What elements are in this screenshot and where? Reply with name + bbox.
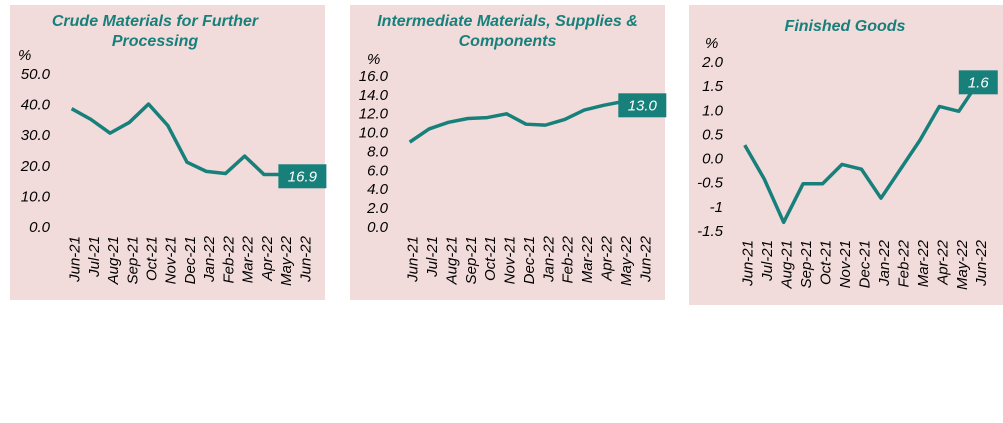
chart-title: Finished Goods <box>784 18 906 35</box>
x-tick-label: Apr-22 <box>599 235 616 281</box>
x-tick-label: Aug-21 <box>105 236 122 285</box>
x-tick-label: Jun-22 <box>973 239 990 287</box>
data-label: 16.9 <box>288 168 318 185</box>
x-tick-label: Mar-22 <box>915 239 932 287</box>
y-tick-label: 10.0 <box>359 125 389 142</box>
x-tick-label: Jun-21 <box>740 240 757 287</box>
x-tick-label: Nov-21 <box>163 236 180 284</box>
y-tick-label: 0.5 <box>702 126 724 143</box>
line <box>70 102 303 179</box>
y-tick-label: 12.0 <box>359 106 389 123</box>
y-tick-label: 2.0 <box>366 200 389 217</box>
y-tick-label: 1.0 <box>702 102 724 119</box>
x-tick-label: Jan-22 <box>540 235 557 283</box>
panel <box>350 5 665 300</box>
line <box>408 99 643 144</box>
y-axis-label: % <box>367 51 380 68</box>
x-tick-label: Feb-22 <box>220 235 237 283</box>
y-tick-label: 50.0 <box>21 66 51 83</box>
x-tick-label: Aug-21 <box>443 236 460 285</box>
y-tick-label: 16.0 <box>359 68 389 85</box>
x-tick-label: Jun-21 <box>405 236 422 283</box>
x-tick-label: Jun-22 <box>297 235 314 283</box>
x-tick-label: Jul-21 <box>86 236 103 278</box>
y-tick-label: 1.5 <box>702 78 724 95</box>
data-label-box <box>278 164 327 189</box>
x-tick-label: Nov-21 <box>502 236 519 284</box>
x-tick-label: Jun-22 <box>637 235 654 283</box>
x-tick-label: Mar-22 <box>579 235 596 283</box>
x-tick-label: Jan-22 <box>876 239 893 287</box>
x-tick-label: Sep-21 <box>798 240 815 288</box>
y-tick-label: 8.0 <box>367 143 389 160</box>
data-label: 13.0 <box>628 97 658 114</box>
x-tick-label: Aug-21 <box>779 240 796 289</box>
y-tick-label: 40.0 <box>21 97 51 114</box>
panel <box>10 5 325 300</box>
x-tick-label: Apr-22 <box>934 239 951 285</box>
data-label-box <box>958 70 998 95</box>
y-tick-label: 4.0 <box>367 181 389 198</box>
y-tick-label: 10.0 <box>21 188 51 205</box>
x-tick-label: Sep-21 <box>124 236 141 284</box>
x-tick-label: Oct-21 <box>482 236 499 281</box>
x-tick-label: Dec-21 <box>182 236 199 284</box>
x-tick-label: May-22 <box>954 239 971 290</box>
line <box>743 81 980 225</box>
y-tick-label: -0.5 <box>697 175 724 192</box>
x-tick-label: Apr-22 <box>259 235 276 281</box>
x-tick-label: Jul-21 <box>424 236 441 278</box>
y-tick-label: 6.0 <box>367 162 389 179</box>
x-tick-label: Oct-21 <box>818 240 835 285</box>
y-axis-label: % <box>18 47 31 64</box>
y-axis-label: % <box>705 35 718 52</box>
y-tick-label: 0.0 <box>367 219 389 236</box>
y-tick-label: 20.0 <box>20 158 51 175</box>
x-tick-label: Nov-21 <box>837 240 854 288</box>
chart-title: Crude Materials for Further Processing <box>51 13 259 50</box>
chart-title: Intermediate Materials, Supplies & Compo… <box>377 13 638 50</box>
y-tick-label: 0.0 <box>702 151 724 168</box>
x-tick-label: May-22 <box>278 235 295 286</box>
y-tick-label: 14.0 <box>359 87 389 104</box>
x-tick-label: Jan-22 <box>201 235 218 283</box>
y-tick-label: 0.0 <box>29 219 51 236</box>
x-tick-label: Feb-22 <box>560 235 577 283</box>
y-tick-label: -1.5 <box>697 223 724 240</box>
y-tick-label: -1 <box>710 199 723 216</box>
data-label: 1.6 <box>968 74 990 91</box>
y-tick-label: 2.0 <box>701 54 724 71</box>
x-tick-label: Dec-21 <box>521 236 538 284</box>
x-tick-label: Oct-21 <box>144 236 161 281</box>
x-tick-label: Jun-21 <box>67 236 84 283</box>
x-tick-label: Mar-22 <box>240 235 257 283</box>
data-label-box <box>618 93 667 118</box>
x-tick-label: Feb-22 <box>895 239 912 287</box>
panel <box>689 5 1003 305</box>
x-tick-label: Sep-21 <box>463 236 480 284</box>
x-tick-label: Dec-21 <box>856 240 873 288</box>
x-tick-label: May-22 <box>618 235 635 286</box>
y-tick-label: 30.0 <box>21 127 51 144</box>
x-tick-label: Jul-21 <box>759 240 776 282</box>
